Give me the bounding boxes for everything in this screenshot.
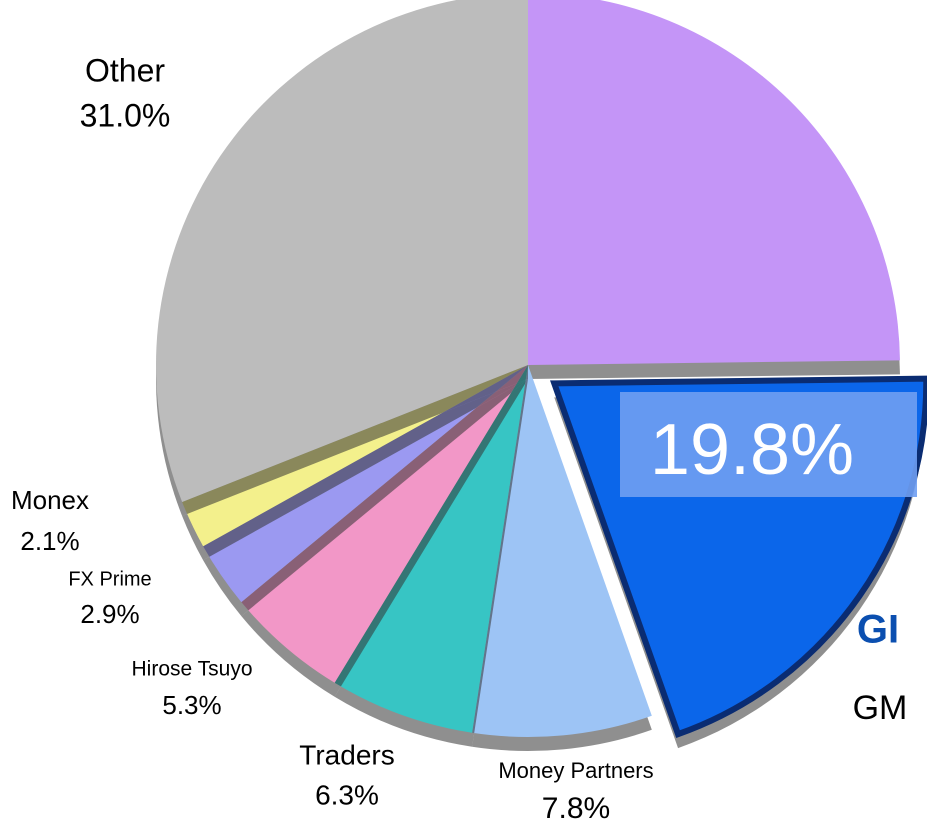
slice-label: Other [85, 52, 165, 88]
value-label: 6.3% [315, 779, 379, 810]
value-label: 19.8% [650, 410, 854, 490]
value-label: 5.3% [162, 690, 221, 720]
label-box [620, 392, 917, 497]
value-label: 7.8% [542, 792, 610, 825]
pie [155, 0, 927, 751]
pie-slice [472, 365, 652, 737]
slice-label: Traders [299, 739, 394, 770]
slice-label: Monex [11, 485, 89, 515]
pie-slice [241, 365, 528, 683]
value-label: 2.1% [20, 526, 79, 556]
value-label: 2.9% [80, 599, 139, 629]
slice-label: Hirose Tsuyo [132, 658, 253, 681]
pie-slice [528, 0, 900, 365]
slice-label: FX Prime [68, 568, 151, 590]
pie-slice [156, 0, 528, 502]
pie-depth [182, 379, 528, 561]
value-label: 31.0% [80, 97, 171, 133]
slice-label: Money Partners [498, 758, 653, 783]
slice-label: GM [853, 689, 908, 727]
annotation: GI [857, 608, 899, 652]
